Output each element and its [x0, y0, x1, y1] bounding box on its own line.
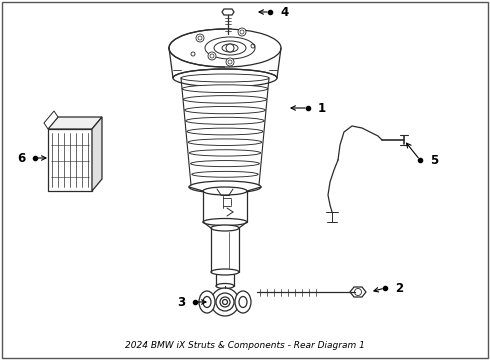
Text: 5: 5: [430, 153, 438, 166]
Ellipse shape: [188, 139, 262, 145]
Ellipse shape: [211, 269, 239, 275]
Ellipse shape: [235, 291, 251, 313]
Ellipse shape: [192, 171, 258, 177]
Ellipse shape: [189, 181, 261, 193]
Ellipse shape: [203, 187, 247, 195]
Text: 4: 4: [280, 5, 288, 18]
Polygon shape: [92, 117, 102, 191]
Text: 6: 6: [17, 152, 25, 165]
Ellipse shape: [183, 96, 267, 103]
Circle shape: [208, 52, 216, 60]
Polygon shape: [48, 117, 102, 129]
Ellipse shape: [211, 225, 239, 231]
Ellipse shape: [211, 288, 239, 316]
Ellipse shape: [203, 219, 247, 225]
Ellipse shape: [203, 297, 211, 307]
Ellipse shape: [190, 150, 261, 156]
Ellipse shape: [220, 297, 230, 307]
Text: 3: 3: [177, 296, 185, 309]
Polygon shape: [350, 287, 366, 297]
Ellipse shape: [181, 74, 269, 82]
Ellipse shape: [205, 37, 255, 59]
Ellipse shape: [186, 117, 264, 124]
Ellipse shape: [222, 44, 238, 52]
Text: 2: 2: [395, 282, 403, 294]
Ellipse shape: [169, 29, 281, 67]
Ellipse shape: [214, 41, 246, 55]
Ellipse shape: [173, 69, 277, 87]
Text: 2024 BMW iX Struts & Components - Rear Diagram 1: 2024 BMW iX Struts & Components - Rear D…: [125, 341, 365, 350]
Ellipse shape: [239, 297, 247, 307]
Polygon shape: [48, 129, 92, 191]
Polygon shape: [44, 111, 58, 129]
Ellipse shape: [216, 284, 234, 288]
Circle shape: [226, 58, 234, 66]
Ellipse shape: [182, 85, 268, 93]
Ellipse shape: [191, 161, 259, 167]
Ellipse shape: [185, 107, 266, 114]
Circle shape: [196, 34, 204, 42]
Circle shape: [238, 28, 246, 36]
Circle shape: [226, 44, 234, 52]
Ellipse shape: [216, 293, 234, 311]
Text: 1: 1: [318, 102, 326, 114]
Ellipse shape: [193, 182, 257, 188]
Ellipse shape: [187, 128, 263, 135]
Ellipse shape: [222, 300, 227, 305]
Ellipse shape: [199, 291, 215, 313]
Polygon shape: [222, 9, 234, 15]
